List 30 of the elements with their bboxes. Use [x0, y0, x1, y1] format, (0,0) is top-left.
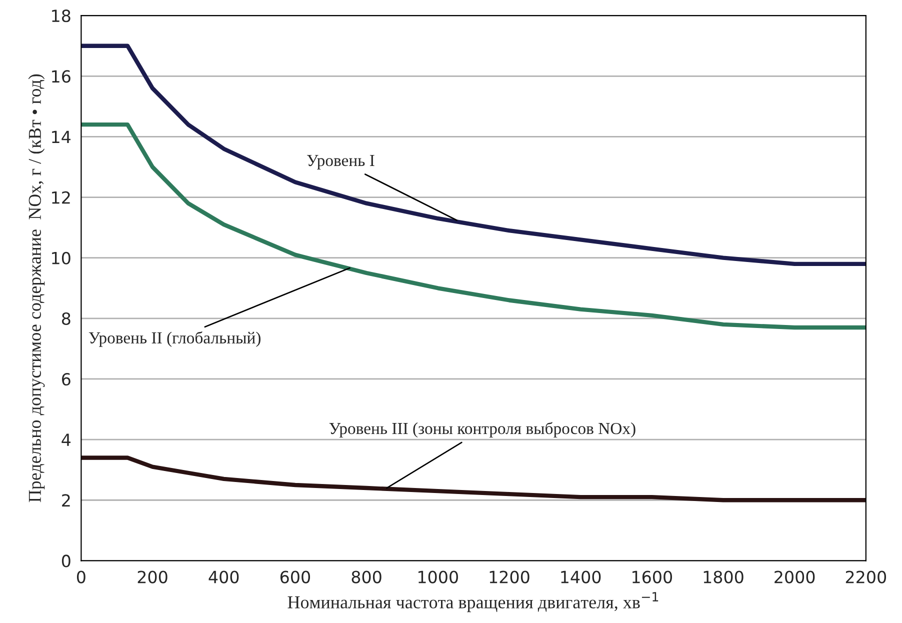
y-tick-label: 8: [62, 312, 70, 325]
x-tick-label: 0: [76, 570, 86, 584]
x-tick-label: 1000: [418, 570, 458, 584]
y-tick-label: 10: [52, 252, 70, 264]
x-tick-label: 1600: [632, 570, 672, 584]
line-series: [81, 44, 866, 266]
annotation: Уровень II (глобальный): [88, 331, 260, 347]
y-tick-label: 12: [52, 191, 70, 204]
x-tick-label: 800: [352, 570, 382, 584]
y-tick-label: 16: [52, 70, 70, 83]
y-tick-label: 4: [62, 434, 71, 446]
x-tick-label: 1200: [490, 570, 530, 584]
annotation: Уровень I: [307, 155, 374, 170]
x-tick-label: 600: [280, 570, 310, 584]
x-tick-label: 2200: [846, 570, 886, 584]
x-tick-label: 400: [208, 570, 239, 584]
x-tick-label: 200: [138, 570, 168, 584]
x-axis-title: Номинальная частота вращения двигателя, хв$^{−1}$: [288, 592, 658, 612]
y-tick-label: 14: [52, 130, 71, 144]
y-tick-label: 18: [52, 10, 70, 22]
x-tick-label: 2000: [774, 570, 815, 584]
x-tick-label: 1800: [704, 570, 744, 584]
y-tick-label: 2: [62, 494, 70, 506]
y-tick-label: 0: [62, 554, 70, 568]
x-tick-label: 1400: [561, 570, 601, 584]
y-axis-title: Предельно допустимое содержание NOx, г / (кВт • год): [28, 74, 45, 502]
line-series: [81, 456, 866, 502]
line-series: [81, 122, 866, 330]
annotation: Уровень III (зоны контроля выбросов NOx): [329, 422, 636, 438]
y-tick-label: 6: [62, 372, 70, 386]
